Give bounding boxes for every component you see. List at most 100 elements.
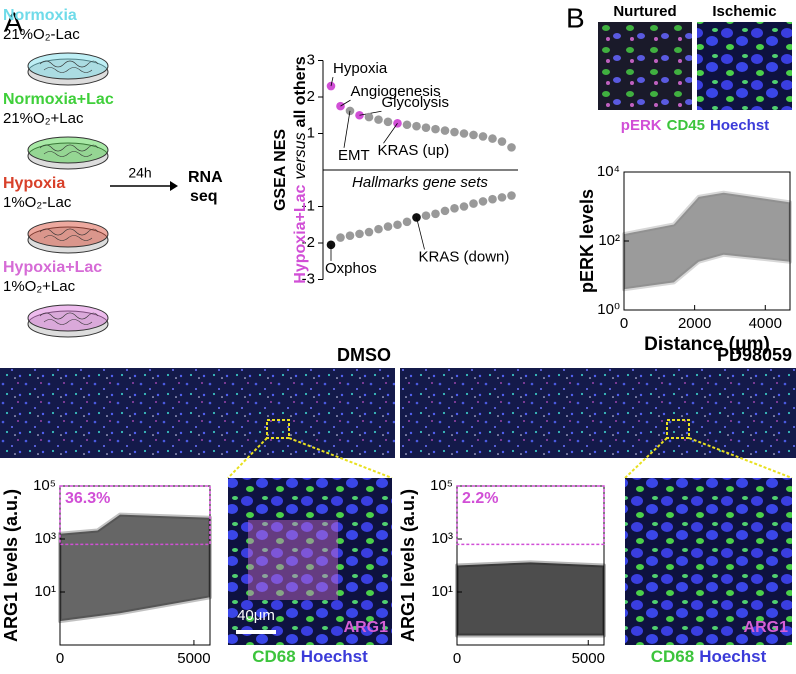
arrow-label: 24h: [128, 165, 151, 181]
condition-name: Normoxia+Lac: [3, 91, 114, 108]
leader: [416, 217, 425, 250]
y-tick-label: 10⁰: [597, 301, 620, 318]
x-tick-label: 0: [56, 650, 64, 667]
zoom-line: [688, 437, 793, 479]
y-axis-label: pERK levels: [577, 189, 597, 293]
dot: [431, 209, 440, 219]
dish: [27, 220, 109, 248]
dot: [478, 132, 488, 141]
y-tick-label: 10⁴: [597, 163, 620, 180]
dot: [507, 143, 516, 152]
dot: [469, 130, 478, 140]
arrow-head: [170, 181, 178, 191]
point-label: KRAS (up): [378, 142, 450, 159]
condition-medium: 21%O₂+Lac: [3, 110, 84, 127]
y-tick-label: 3: [307, 51, 315, 68]
x-tick-label: 2000: [678, 315, 711, 332]
dot: [469, 199, 478, 208]
dish-side: [27, 142, 109, 170]
zoom-line: [227, 437, 268, 479]
dot: [421, 211, 431, 220]
stain: pERK: [621, 117, 662, 134]
inset: [228, 478, 392, 645]
point-cloud: [455, 560, 606, 638]
gate-label: 2.2%: [462, 490, 498, 507]
y-axis-label: ARG1 levels (a.u.): [398, 489, 418, 642]
dot: [488, 194, 497, 204]
zoom-box: [666, 419, 690, 439]
dot: [497, 193, 507, 202]
dot: [383, 117, 393, 127]
dish: [27, 52, 109, 80]
dot: [383, 222, 393, 231]
condition-medium: 1%O₂-Lac: [3, 194, 72, 211]
dot: [459, 202, 469, 211]
y-label-rest: all others: [292, 56, 309, 127]
condition-label: PD98059: [717, 345, 792, 365]
y-label-versus: versus: [292, 132, 309, 179]
y-tick-label: 10¹: [431, 583, 453, 600]
dish: [27, 136, 109, 164]
leader: [383, 123, 398, 144]
point-label: Glycolysis: [382, 94, 450, 111]
dot: [393, 220, 402, 230]
point-cloud: [622, 190, 792, 292]
gate: [456, 485, 605, 546]
result-label: seq: [190, 188, 218, 205]
stain: CD68: [252, 647, 295, 666]
y-tick-label: -1: [302, 197, 315, 214]
dot: [478, 197, 488, 206]
cells: [39, 60, 99, 73]
dot: [497, 137, 507, 146]
y-axis-label: ARG1 levels (a.u.): [1, 489, 21, 642]
dot: [440, 126, 450, 135]
y-tick-label: 10⁵: [430, 477, 453, 494]
zoom-line: [288, 437, 393, 479]
dot: [345, 106, 355, 116]
cells: [39, 312, 99, 325]
plot-frame: [456, 485, 605, 646]
dot: [336, 233, 345, 242]
cells: [39, 144, 99, 157]
condition-name: Hypoxia+Lac: [3, 259, 102, 276]
condition-medium: 1%O₂+Lac: [3, 278, 76, 295]
x-axis-label: Distance (μm): [644, 334, 770, 355]
y-tick-label: 10²: [598, 232, 620, 249]
micrograph: [697, 22, 792, 110]
micrograph: [598, 22, 692, 110]
dot: [412, 121, 421, 131]
dot: [374, 115, 383, 124]
point-cloud: [58, 512, 212, 624]
gate-label: 36.3%: [65, 490, 110, 507]
point-label: Angiogenesis: [351, 83, 441, 100]
y-tick-label: -3: [302, 270, 315, 287]
leader: [340, 99, 351, 107]
point-label: Oxphos: [325, 260, 377, 277]
x-tick-label: 0: [453, 650, 461, 667]
y-tick-label: 10³: [34, 530, 56, 547]
dot: [450, 127, 459, 137]
panel-label: A: [4, 6, 23, 37]
dot: [450, 204, 459, 213]
x-tick-label: 4000: [749, 315, 782, 332]
condition-name: Normoxia: [3, 7, 77, 24]
dish: [27, 304, 109, 332]
stain-legend: CD68 Hoechst: [252, 647, 368, 666]
y-label-group: Hypoxia+Lac: [292, 184, 309, 283]
stain: Hoechst: [699, 647, 766, 666]
dot: [402, 120, 412, 130]
dish-side: [27, 226, 109, 254]
stain-legend: CD68 Hoechst: [651, 647, 767, 666]
panel-label: B: [566, 2, 585, 33]
point-label: KRAS (down): [419, 248, 510, 265]
tissue-strip: [0, 368, 395, 458]
dot: [440, 206, 450, 216]
gate: [59, 485, 211, 546]
x-tick-label: 5000: [572, 650, 605, 667]
dot: [507, 191, 516, 200]
dot: [421, 123, 431, 132]
cells: [39, 228, 99, 241]
dish-side: [27, 58, 109, 86]
y-tick-label: 1: [307, 124, 315, 141]
arg1-signal: [248, 520, 338, 600]
